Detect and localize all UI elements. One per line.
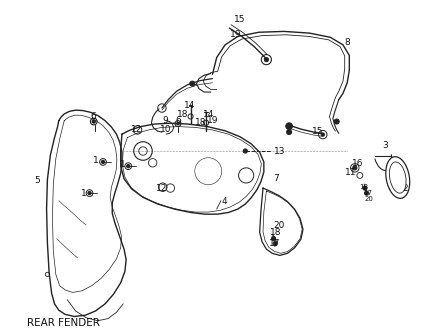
- Text: 18: 18: [177, 110, 189, 119]
- Circle shape: [286, 123, 293, 130]
- Text: 3: 3: [382, 141, 388, 150]
- Text: 18: 18: [270, 228, 281, 237]
- Text: 8: 8: [344, 38, 350, 47]
- Text: 14: 14: [184, 102, 195, 111]
- Circle shape: [363, 186, 367, 190]
- Text: 18: 18: [195, 118, 206, 127]
- Text: 5: 5: [34, 176, 40, 185]
- Text: REAR FENDER: REAR FENDER: [27, 318, 100, 328]
- Text: 11: 11: [345, 168, 356, 177]
- Text: 15: 15: [234, 15, 246, 24]
- Circle shape: [190, 81, 195, 86]
- Text: 18: 18: [359, 184, 368, 190]
- Text: 1: 1: [81, 189, 87, 198]
- Text: 15: 15: [312, 127, 323, 136]
- Text: 1: 1: [120, 160, 126, 169]
- Circle shape: [334, 119, 339, 124]
- Circle shape: [364, 191, 369, 195]
- Text: 20: 20: [274, 221, 285, 229]
- Text: 2: 2: [403, 184, 408, 193]
- Text: 19: 19: [230, 30, 241, 39]
- Circle shape: [273, 241, 277, 246]
- Text: 9: 9: [162, 116, 168, 125]
- Ellipse shape: [389, 162, 406, 193]
- Ellipse shape: [386, 157, 410, 198]
- Circle shape: [92, 120, 95, 123]
- Circle shape: [272, 236, 276, 241]
- Circle shape: [177, 122, 179, 125]
- Text: 7: 7: [273, 174, 278, 183]
- Circle shape: [88, 191, 91, 195]
- Text: 10: 10: [160, 125, 171, 134]
- Circle shape: [287, 130, 292, 135]
- Text: 16: 16: [352, 159, 363, 168]
- Circle shape: [321, 133, 325, 136]
- Text: 1: 1: [92, 156, 98, 165]
- Circle shape: [127, 164, 130, 168]
- Text: 20: 20: [365, 196, 374, 202]
- Circle shape: [101, 160, 105, 164]
- Circle shape: [353, 166, 357, 170]
- Text: 6: 6: [175, 116, 181, 125]
- Text: 4: 4: [222, 197, 227, 206]
- Text: 19: 19: [207, 116, 218, 125]
- Text: 12: 12: [131, 125, 142, 134]
- Text: 12: 12: [156, 184, 168, 193]
- Circle shape: [264, 57, 268, 62]
- Text: 14: 14: [202, 110, 214, 119]
- Text: 17: 17: [363, 190, 372, 196]
- Text: 13: 13: [274, 147, 285, 156]
- Text: 6: 6: [91, 112, 97, 121]
- Circle shape: [243, 149, 248, 153]
- Text: 17: 17: [269, 239, 281, 248]
